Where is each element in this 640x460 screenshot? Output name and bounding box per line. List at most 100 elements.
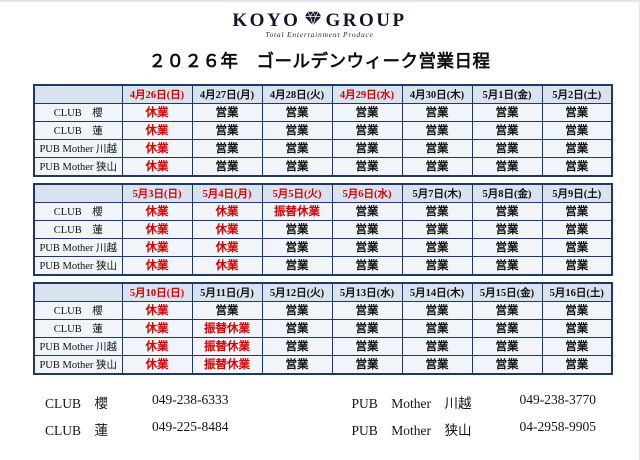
status-cell: 営業 [471,156,543,176]
venue-row: PUB Mother 川越 休業 休業 営業 営業 営業 営業 営業 [33,237,613,257]
venue-label: PUB Mother 川越 [33,138,123,158]
status-cell: 営業 [541,102,613,122]
corner-cell [33,282,123,302]
contact-line: CLUB 櫻 049-238-6333 [45,392,229,412]
schedule-table-2: 5月3日(日) 5月4日(月) 5月5日(火) 5月6日(水) 5月7日(木) 5月8日(… [33,182,613,276]
status-cell: 休業 [121,237,193,257]
venue-row: CLUB 櫻休業 営業 営業 営業 営業 営業 営業 [33,102,613,122]
contacts-right-column: PUB Mother 川越 049-238-3770 PUB Mother 狭山… [352,392,597,439]
date-header: 4月29日(水) [331,84,403,104]
status-cell: 営業 [331,201,403,221]
koyo-group-logo: KOYO GROUP Total Entertainment Produce [0,11,639,39]
status-cell: 休業 [121,354,193,374]
contacts-left-column: CLUB 櫻 049-238-6333 CLUB 蓮 049-225-8484 [45,392,229,439]
status-cell: 営業 [541,255,613,275]
status-cell: 休業 [121,318,193,338]
status-cell: 営業 [261,318,333,338]
contact-venue-name: PUB Mother 川越 [351,395,472,411]
status-cell: 振替休業 [261,201,333,221]
status-cell: 営業 [471,237,543,257]
date-header: 5月16日(土) [541,282,613,302]
logo-text-left: KOYO [232,10,301,31]
date-header: 5月11日(月) [191,282,263,302]
status-cell: 営業 [471,336,543,356]
contact-line: PUB Mother 川越 049-238-3770 [352,392,597,412]
status-cell: 営業 [331,255,403,275]
date-header: 5月4日(月) [191,183,263,203]
venue-label: CLUB 櫻 [33,201,123,221]
contact-phone-number: 049-225-8484 [152,418,229,434]
date-header-row: 5月10日(日) 5月11日(月) 5月12日(火) 5月13日(水) 5月14日(木)… [33,282,613,302]
date-header: 5月1日(金) [471,84,543,104]
date-header: 5月7日(木) [401,183,473,203]
status-cell: 営業 [471,300,543,320]
status-cell: 営業 [261,120,333,140]
status-cell: 営業 [541,138,613,158]
venue-label: PUB Mother 川越 [33,237,123,257]
schedule-table-3: 5月10日(日) 5月11日(月) 5月12日(火) 5月13日(水) 5月14日(木)… [33,281,613,375]
status-cell: 休業 [191,255,263,275]
status-cell: 営業 [191,156,263,176]
date-header: 5月12日(火) [261,282,333,302]
status-cell: 営業 [261,336,333,356]
date-header: 4月26日(日) [121,84,193,104]
status-cell: 営業 [401,120,473,140]
venue-row: CLUB 蓮休業 振替休業 営業 営業 営業 営業 営業 [33,318,613,338]
status-cell: 休業 [121,300,193,320]
status-cell: 営業 [261,300,333,320]
status-cell: 振替休業 [191,336,263,356]
status-cell: 営業 [471,102,543,122]
status-cell: 営業 [331,156,403,176]
schedule-table-1: 4月26日(日) 4月27日(月) 4月28日(火) 4月29日(水) 4月30日(木)… [33,83,613,177]
status-cell: 休業 [191,237,263,257]
venue-row: PUB Mother 狭山 休業 休業 営業 営業 営業 営業 営業 [33,255,613,275]
status-cell: 営業 [331,354,403,374]
venue-label: CLUB 蓮 [33,219,123,239]
status-cell: 営業 [541,318,613,338]
status-cell: 営業 [401,300,473,320]
date-header: 5月2日(土) [541,84,613,104]
contact-phone-number: 049-238-3770 [519,391,597,407]
contact-line: CLUB 蓮 049-225-8484 [45,419,229,439]
status-cell: 営業 [541,336,613,356]
status-cell: 営業 [471,219,543,239]
status-cell: 営業 [331,102,403,122]
date-header: 5月13日(水) [331,282,403,302]
date-header: 5月3日(日) [121,183,193,203]
status-cell: 休業 [121,219,193,239]
status-cell: 営業 [401,102,473,122]
logo-text-right: GROUP [325,10,407,31]
status-cell: 営業 [191,120,263,140]
status-cell: 営業 [541,237,613,257]
venue-label: CLUB 蓮 [33,318,123,338]
venue-label: CLUB 櫻 [33,300,123,320]
status-cell: 営業 [331,300,403,320]
status-cell: 営業 [261,219,333,239]
status-cell: 休業 [191,219,263,239]
status-cell: 営業 [191,300,263,320]
contact-venue-name: CLUB 櫻 [45,395,109,411]
status-cell: 休業 [191,201,263,221]
date-header: 5月9日(土) [541,183,613,203]
date-header: 5月15日(金) [471,282,543,302]
status-cell: 営業 [471,138,543,158]
date-header: 5月6日(水) [331,183,403,203]
date-header-row: 4月26日(日) 4月27日(月) 4月28日(火) 4月29日(水) 4月30日(木)… [33,84,613,104]
status-cell: 休業 [121,102,193,122]
contact-venue-name: PUB Mother 狭山 [351,422,472,438]
status-cell: 営業 [471,255,543,275]
status-cell: 営業 [401,255,473,275]
status-cell: 振替休業 [191,354,263,374]
contact-phone-number: 049-238-6333 [152,391,229,407]
venue-row: CLUB 櫻休業 営業 営業 営業 営業 営業 営業 [33,300,613,320]
date-header: 4月28日(火) [261,84,333,104]
logo-text: KOYO GROUP [232,11,406,30]
contact-venue-name: CLUB 蓮 [45,422,109,438]
status-cell: 営業 [401,201,473,221]
status-cell: 振替休業 [191,318,263,338]
contact-phone-number: 04-2958-9905 [519,418,597,434]
venue-row: CLUB 蓮休業 営業 営業 営業 営業 営業 営業 [33,120,613,140]
status-cell: 営業 [401,138,473,158]
status-cell: 営業 [261,156,333,176]
venue-label: PUB Mother 川越 [33,336,123,356]
